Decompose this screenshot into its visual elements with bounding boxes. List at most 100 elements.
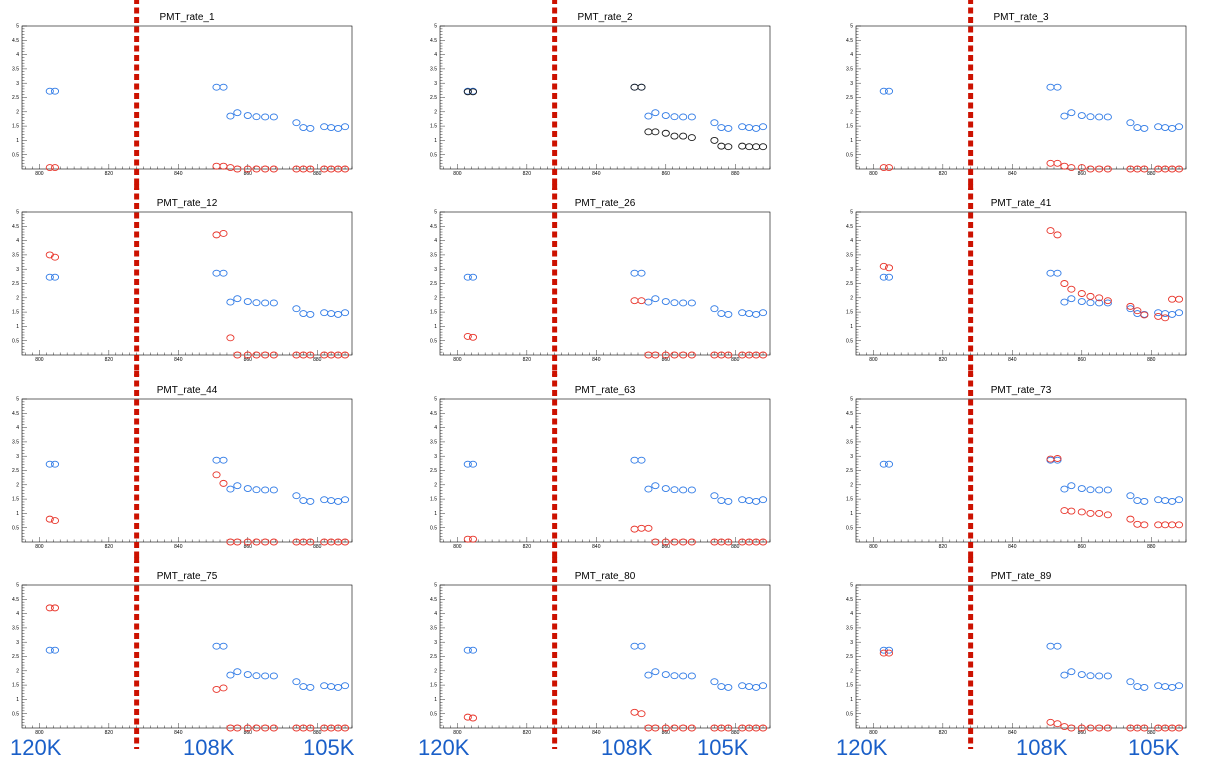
plot-frame (21, 25, 353, 170)
data-point-blue (670, 672, 679, 680)
data-point-red (759, 538, 768, 546)
scatter-plot: PMT_rate_1 0.5 1 1.5 2 2.5 3 3.5 4 4.5 5 800 820 840 8… (12, 0, 353, 190)
data-point-blue (687, 113, 696, 121)
x-tick-label: 860 (662, 730, 671, 736)
data-point-red (1161, 521, 1170, 529)
data-point-blue (341, 682, 350, 690)
data-point-red (468, 333, 478, 341)
data-point-red (1095, 509, 1104, 517)
data-point-blue (1175, 123, 1184, 131)
y-tick-label: 2 (16, 482, 19, 488)
x-tick-label: 800 (869, 171, 878, 177)
data-point-red (261, 724, 270, 732)
plot-panel: PMT_rate_12 0.5 1 1.5 2 2.5 3 3.5 4 4.5 5 800 820 840… (0, 184, 355, 376)
y-tick-label: 5 (16, 583, 19, 589)
data-point-red (252, 724, 261, 732)
temp-label-105k: 105K (303, 735, 355, 760)
data-point-black (759, 143, 768, 151)
x-tick-label: 820 (523, 357, 532, 363)
x-tick-label: 800 (869, 357, 878, 363)
data-point-red (1175, 165, 1184, 173)
y-tick-label: 1 (16, 697, 19, 703)
data-point-red (1053, 231, 1062, 239)
x-tick-label: 840 (174, 544, 183, 550)
data-point-blue (212, 269, 221, 277)
data-point-blue (45, 87, 54, 95)
data-point-blue (320, 682, 329, 690)
y-tick-label: 2.5 (12, 281, 19, 287)
y-tick-label: 4.5 (846, 411, 853, 417)
data-point-red (1095, 724, 1104, 732)
data-point-red (661, 538, 670, 546)
y-tick-label: 4.5 (430, 597, 437, 603)
data-point-red (1060, 723, 1069, 731)
chart-title: PMT_rate_2 (577, 12, 632, 23)
y-tick-label: 4.5 (846, 224, 853, 230)
y-tick-label: 1.5 (12, 497, 19, 503)
data-point-blue (226, 671, 235, 679)
data-point-blue (661, 671, 670, 678)
data-point-red (341, 724, 350, 732)
data-point-blue (219, 642, 228, 650)
data-point-blue (630, 456, 639, 464)
data-point-blue (219, 269, 228, 277)
plot-frame (855, 398, 1187, 543)
y-tick-label: 4 (850, 238, 853, 244)
temp-label-108k: 108K (1016, 735, 1068, 760)
y-tick-label: 2.5 (12, 95, 19, 101)
data-point-blue (1161, 124, 1170, 131)
data-point-red (226, 164, 235, 172)
plot-frame (21, 584, 353, 729)
data-point-blue (752, 683, 761, 691)
plot-panel: PMT_rate_3 0.5 1 1.5 2 2.5 3 3.5 4 4.5 5 800 820 840 8… (834, 0, 1189, 190)
data-point-blue (738, 682, 747, 690)
data-point-blue (261, 672, 270, 680)
data-point-blue (299, 683, 308, 690)
data-point-red (50, 253, 60, 261)
data-point-black (637, 83, 646, 91)
data-point-red (1168, 521, 1177, 529)
chart-title: PMT_rate_75 (157, 571, 218, 582)
plot-frame (439, 584, 771, 729)
y-tick-label: 0.5 (846, 711, 853, 717)
data-point-red (1126, 515, 1135, 523)
data-point-blue (1053, 269, 1062, 277)
chart-title: PMT_rate_80 (575, 571, 636, 582)
data-point-blue (1060, 298, 1069, 306)
data-point-blue (1046, 83, 1055, 91)
scatter-plot: PMT_rate_3 0.5 1 1.5 2 2.5 3 3.5 4 4.5 5 800 820 840 8… (846, 0, 1187, 190)
data-point-blue (738, 496, 747, 504)
data-point-blue (1053, 642, 1062, 650)
data-point-red (759, 351, 768, 359)
temp-label-120k: 120K (836, 735, 888, 760)
y-tick-label: 1.5 (12, 683, 19, 689)
x-tick-label: 860 (662, 544, 671, 550)
y-tick-label: 4.5 (12, 411, 19, 417)
data-point-red (50, 517, 60, 525)
data-point-red (463, 535, 472, 543)
y-tick-label: 0.5 (12, 338, 19, 344)
plot-panel: PMT_rate_2 0.5 1 1.5 2 2.5 3 3.5 4 4.5 5 800 820 840 8… (418, 0, 773, 190)
y-tick-label: 5 (434, 397, 437, 403)
x-tick-label: 880 (313, 544, 322, 550)
data-point-red (687, 724, 696, 732)
data-point-blue (219, 456, 228, 464)
data-point-blue (1154, 309, 1163, 317)
data-point-red (212, 231, 221, 239)
data-point-black (679, 132, 688, 140)
data-point-red (50, 164, 60, 172)
data-point-red (884, 649, 894, 657)
plot-frame (855, 211, 1187, 356)
data-point-blue (651, 482, 660, 490)
data-point-blue (661, 485, 670, 492)
data-point-blue (306, 124, 315, 132)
data-point-blue (269, 672, 278, 680)
data-point-blue (50, 273, 60, 281)
data-point-blue (45, 460, 54, 468)
data-point-red (1133, 307, 1142, 315)
temp-label-108k: 108K (601, 735, 653, 760)
y-tick-label: 1.5 (12, 310, 19, 316)
data-point-black (644, 128, 653, 136)
data-point-red (252, 351, 261, 359)
